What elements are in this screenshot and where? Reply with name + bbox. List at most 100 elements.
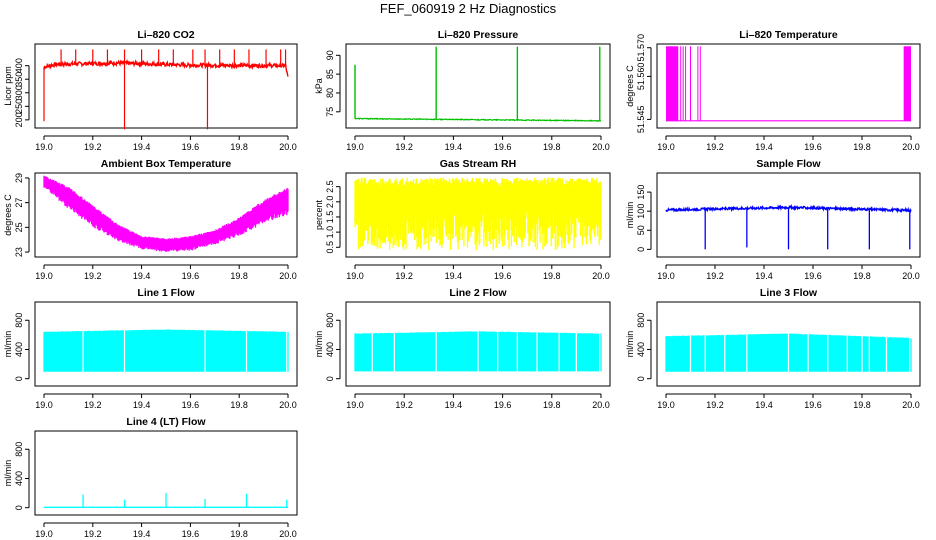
x-tick-label: 19.0: [657, 271, 675, 281]
x-tick-label: 19.2: [84, 400, 102, 410]
x-tick-label: 19.6: [182, 529, 200, 539]
y-tick-label: 400: [14, 342, 24, 357]
y-tick-label: 23: [14, 247, 24, 257]
y-tick-label: 0: [636, 247, 646, 252]
x-tick-label: 19.8: [230, 142, 248, 152]
plot-frame: [34, 172, 298, 258]
y-tick-label: 200: [14, 112, 24, 127]
x-tick-label: 19.4: [133, 142, 151, 152]
x-tick-label: 20.0: [592, 271, 610, 281]
x-tick-label: 20.0: [279, 529, 297, 539]
x-tick-label: 19.2: [395, 271, 413, 281]
x-tick-label: 19.2: [395, 400, 413, 410]
x-tick-label: 19.8: [230, 400, 248, 410]
y-axis-label: kPa: [314, 78, 324, 94]
x-tick-label: 19.0: [657, 400, 675, 410]
y-tick-label: 51.560: [636, 63, 646, 91]
x-tick-label: 19.4: [445, 271, 463, 281]
y-tick-label: 400: [636, 342, 646, 357]
x-tick-label: 19.0: [657, 142, 675, 152]
y-tick-label: 350: [14, 72, 24, 87]
x-tick-label: 19.8: [230, 529, 248, 539]
x-tick-label: 19.6: [804, 400, 822, 410]
x-tick-label: 19.0: [35, 529, 53, 539]
panel-title: Ambient Box Temperature: [101, 158, 232, 170]
y-axis-label: degrees C: [625, 65, 635, 107]
x-tick-label: 19.0: [35, 271, 53, 281]
y-tick-label: 2.0: [325, 196, 335, 209]
y-tick-label: 0: [14, 505, 24, 510]
y-tick-label: 0: [325, 376, 335, 381]
chart-panel: Line 4 (LT) Flow 19.0 19.2 19.4 19.6 19.8 20.0…: [3, 416, 298, 539]
y-tick-label: 75: [325, 107, 335, 117]
x-tick-label: 19.4: [445, 400, 463, 410]
y-axis-label: percent: [314, 199, 324, 230]
chart-panel: Line 1 Flow 19.0 19.2 19.4 19.6 19.8 20.0 0 400 8…: [3, 287, 298, 410]
x-tick-label: 19.0: [35, 400, 53, 410]
panel-title: Line 2 Flow: [449, 287, 507, 299]
chart-panel: Li–820 CO2 19.0 19.2 19.4 19.6 19.8 20.0 200250…: [3, 29, 298, 152]
y-tick-label: 250: [14, 99, 24, 114]
x-tick-label: 19.0: [35, 142, 53, 152]
x-tick-label: 20.0: [902, 142, 920, 152]
panel-title: Sample Flow: [756, 158, 821, 170]
y-tick-label: 800: [325, 313, 335, 328]
y-axis-label: ml/min: [3, 331, 13, 358]
chart-panel: Line 3 Flow 19.0 19.2 19.4 19.6 19.8 20.0 0 400 8…: [625, 287, 921, 410]
chart-panel: Sample Flow 19.0 19.2 19.4 19.6 19.8 20.0 0 50 10…: [625, 158, 921, 281]
x-tick-label: 19.0: [346, 271, 364, 281]
series-line: [354, 117, 602, 122]
x-tick-label: 19.4: [445, 142, 463, 152]
y-tick-label: 400: [14, 58, 24, 73]
series-band: [43, 329, 289, 372]
chart-panel: Line 2 Flow 19.0 19.2 19.4 19.6 19.8 20.0 0 400 8…: [314, 287, 611, 410]
panel-title: Line 3 Flow: [760, 287, 818, 299]
x-tick-label: 19.2: [395, 142, 413, 152]
y-tick-label: 800: [14, 313, 24, 328]
series-dense-band: [903, 46, 911, 121]
plot-frame: [345, 43, 611, 129]
series-dense-band: [666, 46, 679, 121]
x-tick-label: 20.0: [902, 400, 920, 410]
y-tick-label: 800: [636, 313, 646, 328]
x-tick-label: 19.6: [182, 400, 200, 410]
chart-panel: Ambient Box Temperature 19.0 19.2 19.4 19.6 1…: [3, 158, 298, 281]
plot-frame: [345, 172, 611, 258]
x-tick-label: 19.6: [494, 400, 512, 410]
series-band: [43, 175, 289, 252]
panel-title: Line 4 (LT) Flow: [126, 416, 206, 428]
y-tick-label: 51.570: [636, 34, 646, 62]
y-tick-label: 85: [325, 69, 335, 79]
plot-frame: [34, 301, 298, 387]
panel-title: Gas Stream RH: [440, 158, 516, 170]
panel-title: Li–820 Temperature: [739, 29, 838, 41]
series-band: [354, 331, 602, 372]
y-axis-label: ml/min: [625, 331, 635, 358]
x-tick-label: 19.2: [706, 400, 724, 410]
x-tick-label: 19.0: [346, 400, 364, 410]
y-tick-label: 1.5: [325, 211, 335, 224]
plot-frame: [656, 301, 921, 387]
series-line: [43, 58, 289, 77]
x-tick-label: 20.0: [279, 400, 297, 410]
y-tick-label: 90: [325, 50, 335, 60]
y-axis-label: ml/min: [625, 202, 635, 229]
x-tick-label: 20.0: [902, 271, 920, 281]
x-tick-label: 19.2: [706, 271, 724, 281]
x-tick-label: 19.8: [853, 271, 871, 281]
y-tick-label: 800: [14, 442, 24, 457]
x-tick-label: 19.8: [543, 271, 561, 281]
plot-frame: [656, 43, 921, 129]
chart-panel: Li–820 Pressure 19.0 19.2 19.4 19.6 19.8 20.0 7…: [314, 29, 611, 152]
y-tick-label: 51.545: [636, 106, 646, 134]
series-band: [354, 177, 602, 251]
chart-panel: Gas Stream RH 19.0 19.2 19.4 19.6 19.8 20.0 0.5…: [314, 158, 611, 281]
x-tick-label: 20.0: [592, 400, 610, 410]
y-tick-label: 2.5: [325, 180, 335, 193]
y-tick-label: 80: [325, 88, 335, 98]
x-tick-label: 19.2: [84, 271, 102, 281]
panel-title: Li–820 CO2: [137, 29, 194, 41]
y-axis-label: ml/min: [314, 331, 324, 358]
y-tick-label: 100: [636, 204, 646, 219]
